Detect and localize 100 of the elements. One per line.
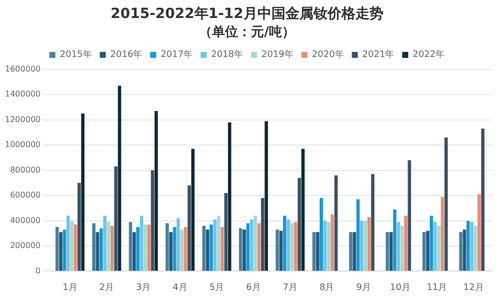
bar	[283, 216, 286, 271]
bar	[62, 230, 66, 271]
bar	[150, 170, 154, 271]
bar	[323, 220, 327, 271]
bar	[114, 166, 118, 271]
x-tick-label: 10月	[390, 282, 410, 293]
bar	[55, 227, 59, 271]
bar	[210, 224, 213, 271]
bar	[136, 227, 140, 271]
bar	[400, 226, 404, 271]
bar	[426, 230, 430, 271]
bar	[334, 175, 338, 271]
x-tick-label: 12月	[463, 282, 484, 293]
bar	[213, 219, 217, 271]
bar	[352, 232, 356, 271]
bar	[103, 216, 106, 271]
bar	[147, 224, 151, 271]
bar	[176, 218, 180, 271]
bar	[172, 227, 176, 271]
x-tick-label: 3月	[136, 282, 151, 293]
bar	[216, 216, 220, 271]
bar	[298, 178, 301, 271]
bar	[478, 194, 481, 271]
bar	[92, 223, 96, 271]
bar	[118, 86, 122, 271]
bar	[202, 226, 206, 271]
bar	[264, 121, 268, 271]
bar	[301, 148, 305, 271]
y-tick-label: 1200000	[4, 114, 41, 124]
bar	[320, 198, 324, 271]
bar	[404, 216, 408, 271]
y-tick-label: 800000	[10, 165, 41, 174]
bar	[360, 220, 364, 271]
y-tick-label: 600000	[10, 190, 41, 200]
bar	[466, 220, 470, 271]
chart-subtitle: （单位：元/吨）	[199, 24, 295, 40]
legend-label: 2017年	[160, 49, 193, 60]
legend-label: 2015年	[60, 49, 92, 60]
bar	[459, 232, 462, 271]
bar	[128, 222, 132, 271]
bar	[444, 138, 448, 271]
bar	[364, 220, 368, 271]
bar	[96, 232, 100, 271]
bar	[433, 222, 437, 271]
bar	[393, 209, 396, 271]
bar	[169, 232, 173, 271]
bar	[154, 111, 158, 271]
bar	[430, 216, 434, 271]
y-tick-label: 400000	[10, 216, 41, 225]
bar	[100, 228, 103, 271]
bar	[276, 230, 279, 271]
bar	[440, 196, 444, 271]
bar	[246, 223, 250, 271]
bar	[74, 224, 78, 271]
bar	[462, 230, 466, 271]
bar	[356, 199, 360, 271]
x-tick-label: 6月	[246, 282, 261, 293]
bar	[59, 232, 62, 271]
chart-title: 2015-2022年1-12月中国金属钕价格走势	[110, 6, 384, 22]
x-tick-label: 5月	[209, 282, 224, 293]
bar	[367, 216, 371, 271]
bar	[242, 230, 246, 271]
y-tick-label: 1600000	[4, 64, 41, 74]
bar	[254, 216, 257, 271]
bar	[66, 216, 70, 271]
bar	[286, 219, 290, 271]
bar	[474, 226, 478, 271]
bar	[371, 174, 374, 271]
y-tick-label: 1000000	[4, 140, 41, 150]
y-tick-label: 0	[36, 266, 41, 276]
legend-label: 2016年	[110, 49, 142, 60]
x-tick-label: 1月	[62, 282, 78, 293]
bar	[396, 222, 400, 271]
bar	[316, 232, 320, 271]
x-tick-label: 11月	[426, 282, 448, 293]
bar	[349, 232, 352, 271]
bar	[70, 220, 74, 271]
legend-label: 2020年	[312, 49, 344, 60]
bar	[408, 160, 412, 271]
bar	[106, 222, 110, 271]
bar	[140, 216, 144, 271]
bar	[110, 226, 114, 271]
x-tick-label: 9月	[356, 282, 371, 293]
x-tick-label: 2月	[99, 282, 114, 293]
bar	[250, 219, 254, 271]
bar	[228, 122, 232, 271]
bar	[180, 230, 184, 271]
bar	[294, 222, 298, 271]
bar	[206, 230, 210, 271]
legend-label: 2019年	[262, 49, 294, 60]
x-tick-label: 4月	[172, 282, 188, 293]
bar	[78, 182, 81, 271]
bar	[437, 226, 440, 271]
bar	[330, 214, 334, 271]
bar	[389, 232, 393, 271]
bar	[386, 232, 390, 271]
bar	[224, 193, 228, 271]
bar	[279, 230, 283, 271]
bar	[144, 224, 147, 271]
x-tick-label: 8月	[319, 282, 334, 293]
